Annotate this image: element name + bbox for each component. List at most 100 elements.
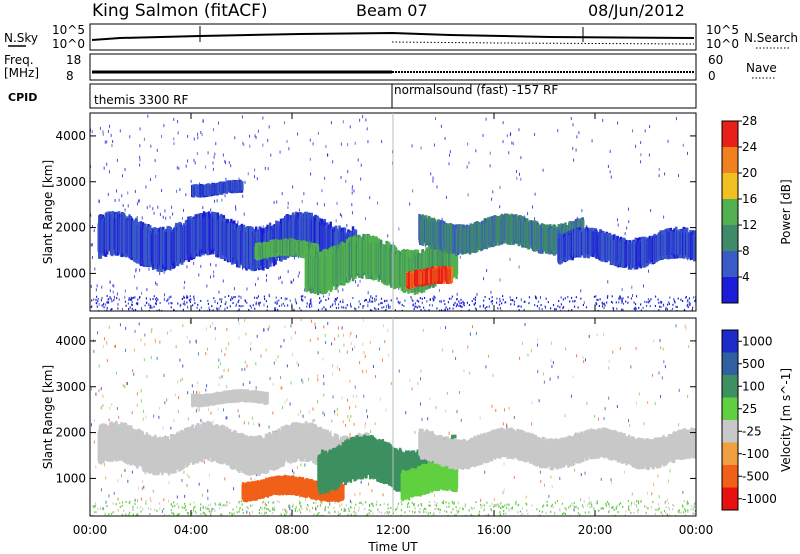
ground-echo-cell xyxy=(439,300,441,303)
ground-echo-cell xyxy=(500,302,503,305)
scatter-cell xyxy=(460,418,462,422)
scatter-cell xyxy=(596,333,598,337)
ground-echo-cell xyxy=(365,501,367,504)
ground-echo-cell xyxy=(214,502,216,505)
scatter-cell xyxy=(266,278,268,282)
scatter-cell xyxy=(280,344,282,348)
ground-echo-cell xyxy=(128,513,130,516)
ground-echo-cell xyxy=(675,514,677,516)
ground-echo-cell xyxy=(614,514,616,516)
scatter-cell xyxy=(667,139,669,143)
ground-echo-cell xyxy=(581,504,584,507)
ground-echo-cell xyxy=(442,500,444,503)
scatter-cell xyxy=(185,164,187,168)
scatter-cell xyxy=(206,347,208,351)
scatter-cell xyxy=(346,350,348,354)
scatter-cell xyxy=(221,349,223,353)
ground-echo-cell xyxy=(541,510,543,513)
nave-tick-top: 60 xyxy=(708,53,723,67)
scatter-cell xyxy=(155,281,157,285)
scatter-cell xyxy=(274,430,276,434)
ground-echo-cell xyxy=(210,513,212,516)
ground-echo-cell xyxy=(606,500,609,503)
ground-echo-cell xyxy=(458,510,460,513)
ground-echo-cell xyxy=(640,303,642,306)
ground-echo-cell xyxy=(499,511,501,514)
power-y-axis-label: Slant Range [km] xyxy=(41,160,55,264)
scatter-cell xyxy=(628,419,630,423)
scatter-cell xyxy=(187,134,189,138)
ground-echo-cell xyxy=(376,500,378,503)
ground-echo-cell xyxy=(484,307,486,310)
scatter-cell xyxy=(218,382,220,386)
ground-echo-cell xyxy=(407,503,409,506)
ground-echo-cell xyxy=(628,509,630,512)
ground-echo-cell xyxy=(510,507,512,510)
scatter-cell xyxy=(388,353,390,357)
ground-echo-cell xyxy=(605,301,608,304)
scatter-cell xyxy=(580,498,582,502)
ground-echo-cell xyxy=(274,308,277,311)
ground-echo-cell xyxy=(468,304,471,307)
scatter-cell xyxy=(281,386,283,390)
ground-echo-cell xyxy=(412,299,414,302)
ground-echo-cell xyxy=(154,508,156,511)
ground-echo-cell xyxy=(440,309,443,311)
ground-echo-cell xyxy=(534,303,536,306)
ground-echo-cell xyxy=(194,505,196,508)
scatter-cell xyxy=(197,352,199,356)
scatter-cell xyxy=(336,365,338,369)
scatter-cell xyxy=(440,124,442,128)
ground-echo-cell xyxy=(134,308,137,311)
scatter-cell xyxy=(608,359,610,363)
ground-echo-cell xyxy=(383,306,385,309)
scatter-cell xyxy=(217,365,219,369)
ground-echo-cell xyxy=(200,503,202,506)
ground-echo-cell xyxy=(483,508,486,511)
ground-echo-cell xyxy=(236,511,238,514)
ground-echo-cell xyxy=(263,295,266,298)
scatter-cell xyxy=(242,141,244,145)
noise-panel: N.Sky 10^5 10^0 10^5 10^0 N.Search xyxy=(4,23,798,51)
ground-echo-cell xyxy=(622,297,624,300)
scatter-cell xyxy=(358,506,360,510)
scatter-cell xyxy=(295,505,297,509)
ground-echo-cell xyxy=(419,511,421,514)
scatter-cell xyxy=(104,512,106,516)
ground-echo-cell xyxy=(300,505,302,508)
scatter-cell xyxy=(300,318,302,322)
scatter-cell xyxy=(138,199,140,203)
scatter-cell xyxy=(570,394,572,398)
ground-echo-cell xyxy=(372,512,374,515)
ground-echo-cell xyxy=(266,508,269,511)
ground-echo-cell xyxy=(433,298,435,301)
ground-echo-cell xyxy=(634,309,637,311)
ground-echo-cell xyxy=(244,299,246,302)
scatter-cell xyxy=(346,223,348,227)
ground-echo-cell xyxy=(177,302,179,305)
ground-echo-cell xyxy=(378,303,380,306)
ground-echo-cell xyxy=(91,305,93,308)
scatter-cell xyxy=(351,203,353,207)
ground-echo-cell xyxy=(109,296,111,299)
scatter-cell xyxy=(250,477,252,481)
freq-label: Freq. xyxy=(4,53,34,67)
ground-echo-cell xyxy=(404,511,406,514)
scatter-cell xyxy=(357,158,359,162)
ground-echo-cell xyxy=(483,299,485,302)
ground-echo-cell xyxy=(412,503,415,506)
ground-echo-cell xyxy=(329,512,331,515)
scatter-cell xyxy=(164,209,166,213)
scatter-cell xyxy=(163,124,165,128)
ground-echo-cell xyxy=(446,506,448,509)
scatter-cell xyxy=(126,381,128,385)
ground-echo-cell xyxy=(159,301,161,304)
ground-echo-cell xyxy=(436,307,438,310)
ground-echo-cell xyxy=(161,309,163,311)
scatter-cell xyxy=(238,414,240,418)
scatter-cell xyxy=(511,141,513,145)
ground-echo-cell xyxy=(524,300,526,303)
ground-echo-cell xyxy=(542,505,544,508)
scatter-cell xyxy=(112,284,114,288)
ground-echo-cell xyxy=(121,504,123,507)
